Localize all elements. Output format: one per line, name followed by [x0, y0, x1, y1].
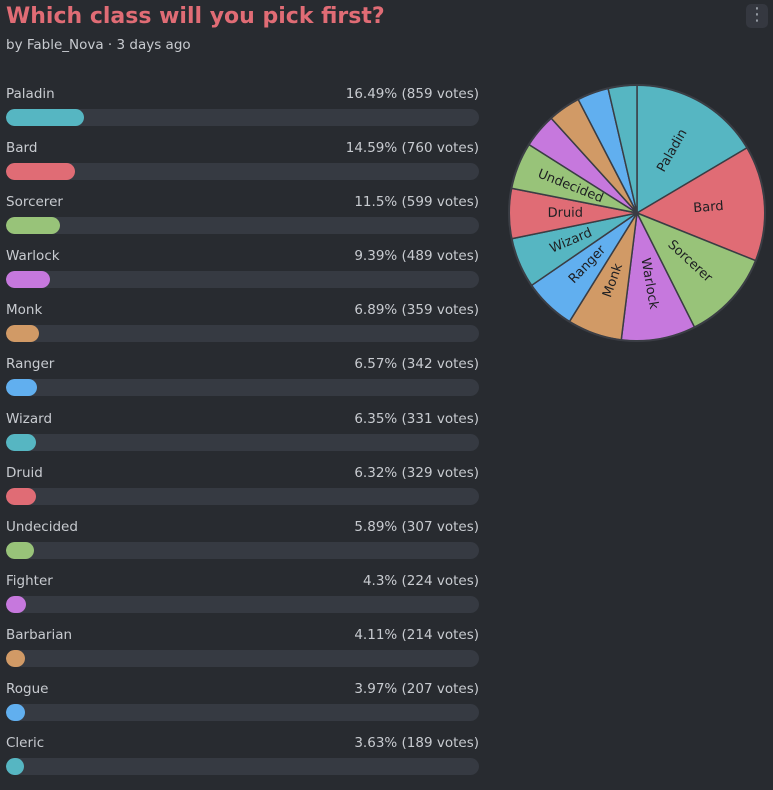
progress-track [6, 704, 479, 722]
poll-option: Bard 14.59% (760 votes) [6, 138, 479, 192]
option-stat: 6.57% (342 votes) [354, 356, 479, 373]
option-label: Sorcerer [6, 194, 63, 211]
option-stat: 9.39% (489 votes) [354, 248, 479, 265]
poll-options-list: Paladin 16.49% (859 votes) Bard 14.59% (760… [6, 84, 479, 787]
poll-option: Barbarian 4.11% (214 votes) [6, 625, 479, 679]
poll-option-header: Warlock 9.39% (489 votes) [6, 246, 479, 266]
progress-track [6, 325, 479, 343]
poll-option-header: Bard 14.59% (760 votes) [6, 138, 479, 158]
poll-option: Sorcerer 11.5% (599 votes) [6, 192, 479, 246]
progress-track [6, 379, 479, 397]
poll-option: Druid 6.32% (329 votes) [6, 463, 479, 517]
progress-fill [6, 163, 75, 181]
progress-fill [6, 271, 51, 289]
pie-chart: Paladin Bard Sorcerer Warlock Monk Ranger Wiza… [506, 82, 768, 344]
option-label: Monk [6, 302, 43, 319]
progress-fill [6, 704, 25, 722]
progress-track [6, 649, 479, 667]
poll-option-header: Wizard 6.35% (331 votes) [6, 409, 479, 429]
option-stat: 4.3% (224 votes) [362, 572, 479, 589]
option-stat: 3.97% (207 votes) [354, 681, 479, 698]
progress-fill [6, 109, 84, 126]
progress-track [6, 487, 479, 505]
poll-option-header: Druid 6.32% (329 votes) [6, 463, 479, 483]
option-stat: 3.63% (189 votes) [354, 735, 479, 752]
progress-track [6, 758, 479, 776]
option-stat: 5.89% (307 votes) [354, 518, 479, 535]
poll-byline: by Fable_Nova · 3 days ago [6, 37, 191, 53]
progress-track [6, 109, 479, 126]
option-label: Cleric [6, 735, 45, 752]
progress-track [6, 217, 479, 235]
progress-track [6, 595, 479, 613]
option-stat: 16.49% (859 votes) [345, 86, 479, 102]
progress-fill [6, 433, 37, 451]
option-stat: 6.89% (359 votes) [354, 302, 479, 319]
poll-title: Which class will you pick first? [6, 4, 385, 29]
option-label: Bard [6, 140, 38, 157]
progress-track [6, 433, 479, 451]
more-options-button[interactable]: ⋮ [746, 4, 768, 28]
progress-fill [6, 325, 39, 343]
pie-outline [508, 84, 766, 342]
poll-option-header: Barbarian 4.11% (214 votes) [6, 625, 479, 645]
poll-option: Undecided 5.89% (307 votes) [6, 517, 479, 571]
poll-option: Wizard 6.35% (331 votes) [6, 409, 479, 463]
progress-fill [6, 595, 27, 613]
kebab-menu-icon: ⋮ [748, 4, 766, 25]
poll-option-header: Fighter 4.3% (224 votes) [6, 571, 479, 591]
pie-chart-svg: PaladinBardSorcererWarlockMonkRangerWiza… [508, 84, 766, 342]
option-stat: 14.59% (760 votes) [345, 140, 479, 157]
option-stat: 4.11% (214 votes) [354, 626, 479, 643]
poll-option-header: Rogue 3.97% (207 votes) [6, 679, 479, 699]
poll-option-header: Undecided 5.89% (307 votes) [6, 517, 479, 537]
progress-fill [6, 379, 38, 397]
poll-option: Fighter 4.3% (224 votes) [6, 571, 479, 625]
poll-option-header: Cleric 3.63% (189 votes) [6, 733, 479, 753]
poll-option: Warlock 9.39% (489 votes) [6, 246, 479, 300]
option-stat: 6.35% (331 votes) [354, 410, 479, 427]
poll-option: Monk 6.89% (359 votes) [6, 300, 479, 354]
option-label: Warlock [6, 248, 60, 265]
poll-option: Ranger 6.57% (342 votes) [6, 354, 479, 408]
option-label: Wizard [6, 410, 53, 427]
poll-option: Paladin 16.49% (859 votes) [6, 84, 479, 138]
progress-track [6, 271, 479, 289]
option-stat: 6.32% (329 votes) [354, 464, 479, 481]
progress-fill [6, 217, 61, 235]
option-label: Druid [6, 464, 43, 481]
pie-slice-label: Druid [548, 206, 584, 221]
poll-option-header: Sorcerer 11.5% (599 votes) [6, 192, 479, 212]
progress-fill [6, 541, 34, 559]
poll-option-header: Monk 6.89% (359 votes) [6, 300, 479, 320]
progress-fill [6, 487, 36, 505]
poll-option-header: Paladin 16.49% (859 votes) [6, 84, 479, 104]
option-label: Undecided [6, 518, 78, 535]
option-label: Paladin [6, 86, 55, 102]
poll-option: Cleric 3.63% (189 votes) [6, 733, 479, 787]
poll-option-header: Ranger 6.57% (342 votes) [6, 354, 479, 374]
option-label: Rogue [6, 681, 49, 698]
progress-fill [6, 649, 26, 667]
progress-track [6, 163, 479, 181]
option-label: Ranger [6, 356, 55, 373]
option-label: Barbarian [6, 626, 73, 643]
poll-option: Rogue 3.97% (207 votes) [6, 679, 479, 733]
progress-fill [6, 758, 24, 776]
option-label: Fighter [6, 572, 53, 589]
pie-slice-label: Bard [693, 199, 724, 216]
option-stat: 11.5% (599 votes) [354, 194, 479, 211]
progress-track [6, 541, 479, 559]
